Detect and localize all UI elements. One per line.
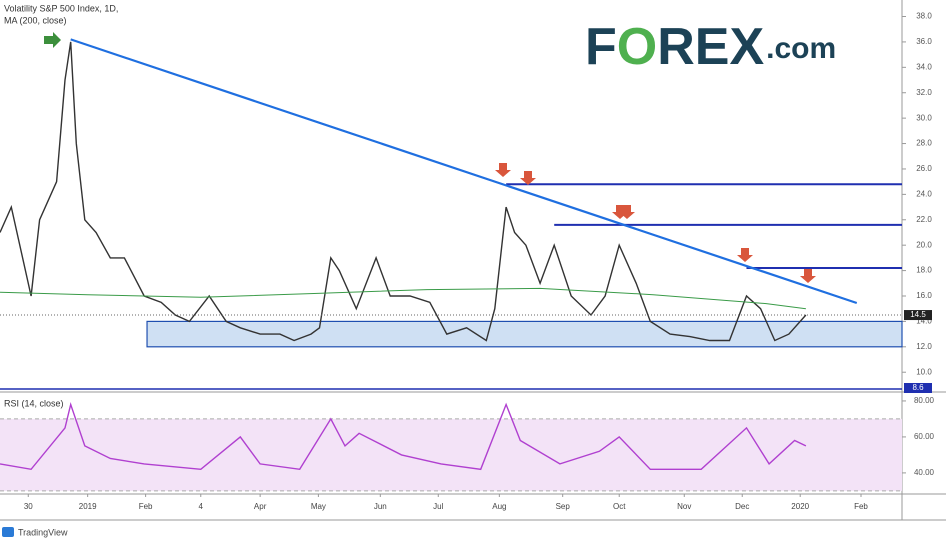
y-tick-label: 40.00 <box>914 468 935 477</box>
legend-entry: RSI (14, close) <box>4 398 64 408</box>
y-tick-label: 32.0 <box>916 88 932 97</box>
x-tick-label: Feb <box>139 502 153 511</box>
y-tick-label: 20.0 <box>916 240 932 249</box>
arrow-icons <box>495 163 816 283</box>
x-tick-label: Aug <box>492 502 506 511</box>
x-tick-label: 30 <box>24 502 33 511</box>
y-tick-label: 80.00 <box>914 396 935 405</box>
y-tick-label: 36.0 <box>916 37 932 46</box>
logo: FOREX.com <box>585 18 836 76</box>
price-tag-label: 8.6 <box>912 383 924 392</box>
x-tick-label: Feb <box>854 502 868 511</box>
tradingview-icon <box>2 527 14 537</box>
y-tick-label: 24.0 <box>916 189 932 198</box>
y-tick-label: 60.00 <box>914 432 935 441</box>
legend-entry: MA (200, close) <box>4 15 67 25</box>
x-tick-label: Apr <box>254 502 267 511</box>
y-tick-label: 12.0 <box>916 342 932 351</box>
x-tick-label: Sep <box>556 502 571 511</box>
rsi-band <box>0 418 902 491</box>
arrow-icon <box>44 32 61 48</box>
y-tick-label: 22.0 <box>916 215 932 224</box>
y-tick-label: 34.0 <box>916 62 932 71</box>
x-tick-label: Dec <box>735 502 749 511</box>
logo-part: F <box>585 18 617 76</box>
y-tick-label: 10.0 <box>916 367 932 376</box>
legend-entry: Volatility S&P 500 Index, 1D, <box>4 3 118 13</box>
y-tick-label: 30.0 <box>916 113 932 122</box>
arrow-icon <box>495 163 511 177</box>
footer: TradingView <box>18 527 68 537</box>
price-tag <box>904 383 932 393</box>
logo-part: .com <box>766 32 836 65</box>
y-tick-label: 28.0 <box>916 139 932 148</box>
arrow-icon <box>800 269 816 283</box>
x-tick-label: Oct <box>613 502 626 511</box>
y-tick-label: 26.0 <box>916 164 932 173</box>
x-tick-label: May <box>311 502 326 511</box>
price-line <box>0 41 807 342</box>
price-tag <box>904 310 932 321</box>
logo-part: O <box>617 18 657 76</box>
x-tick-label: 4 <box>199 502 204 511</box>
y-tick-label: 16.0 <box>916 291 932 300</box>
price-tag-label: 14.5 <box>910 310 926 319</box>
x-tick-label: Jun <box>374 502 387 511</box>
x-tick-label: Nov <box>677 502 691 511</box>
y-tick-label: 14.0 <box>916 317 932 326</box>
x-tick-label: Jul <box>433 502 443 511</box>
series-line <box>0 287 806 310</box>
y-tick-label: 18.0 <box>916 266 932 275</box>
arrow-icon <box>619 205 635 219</box>
series-line <box>0 402 807 471</box>
arrow-icon <box>737 248 753 262</box>
plot: 10.0 12.0 14.0 16.0 18.0 20.0 22.0 24.0 26.0 28.0… <box>0 3 935 511</box>
x-tick-label: 2020 <box>791 502 809 511</box>
trend-line <box>70 38 858 305</box>
logo-part: REX <box>657 18 764 76</box>
arrow-icon <box>520 171 536 185</box>
y-tick-label: 38.0 <box>916 12 932 21</box>
x-tick-label: 2019 <box>79 502 97 511</box>
